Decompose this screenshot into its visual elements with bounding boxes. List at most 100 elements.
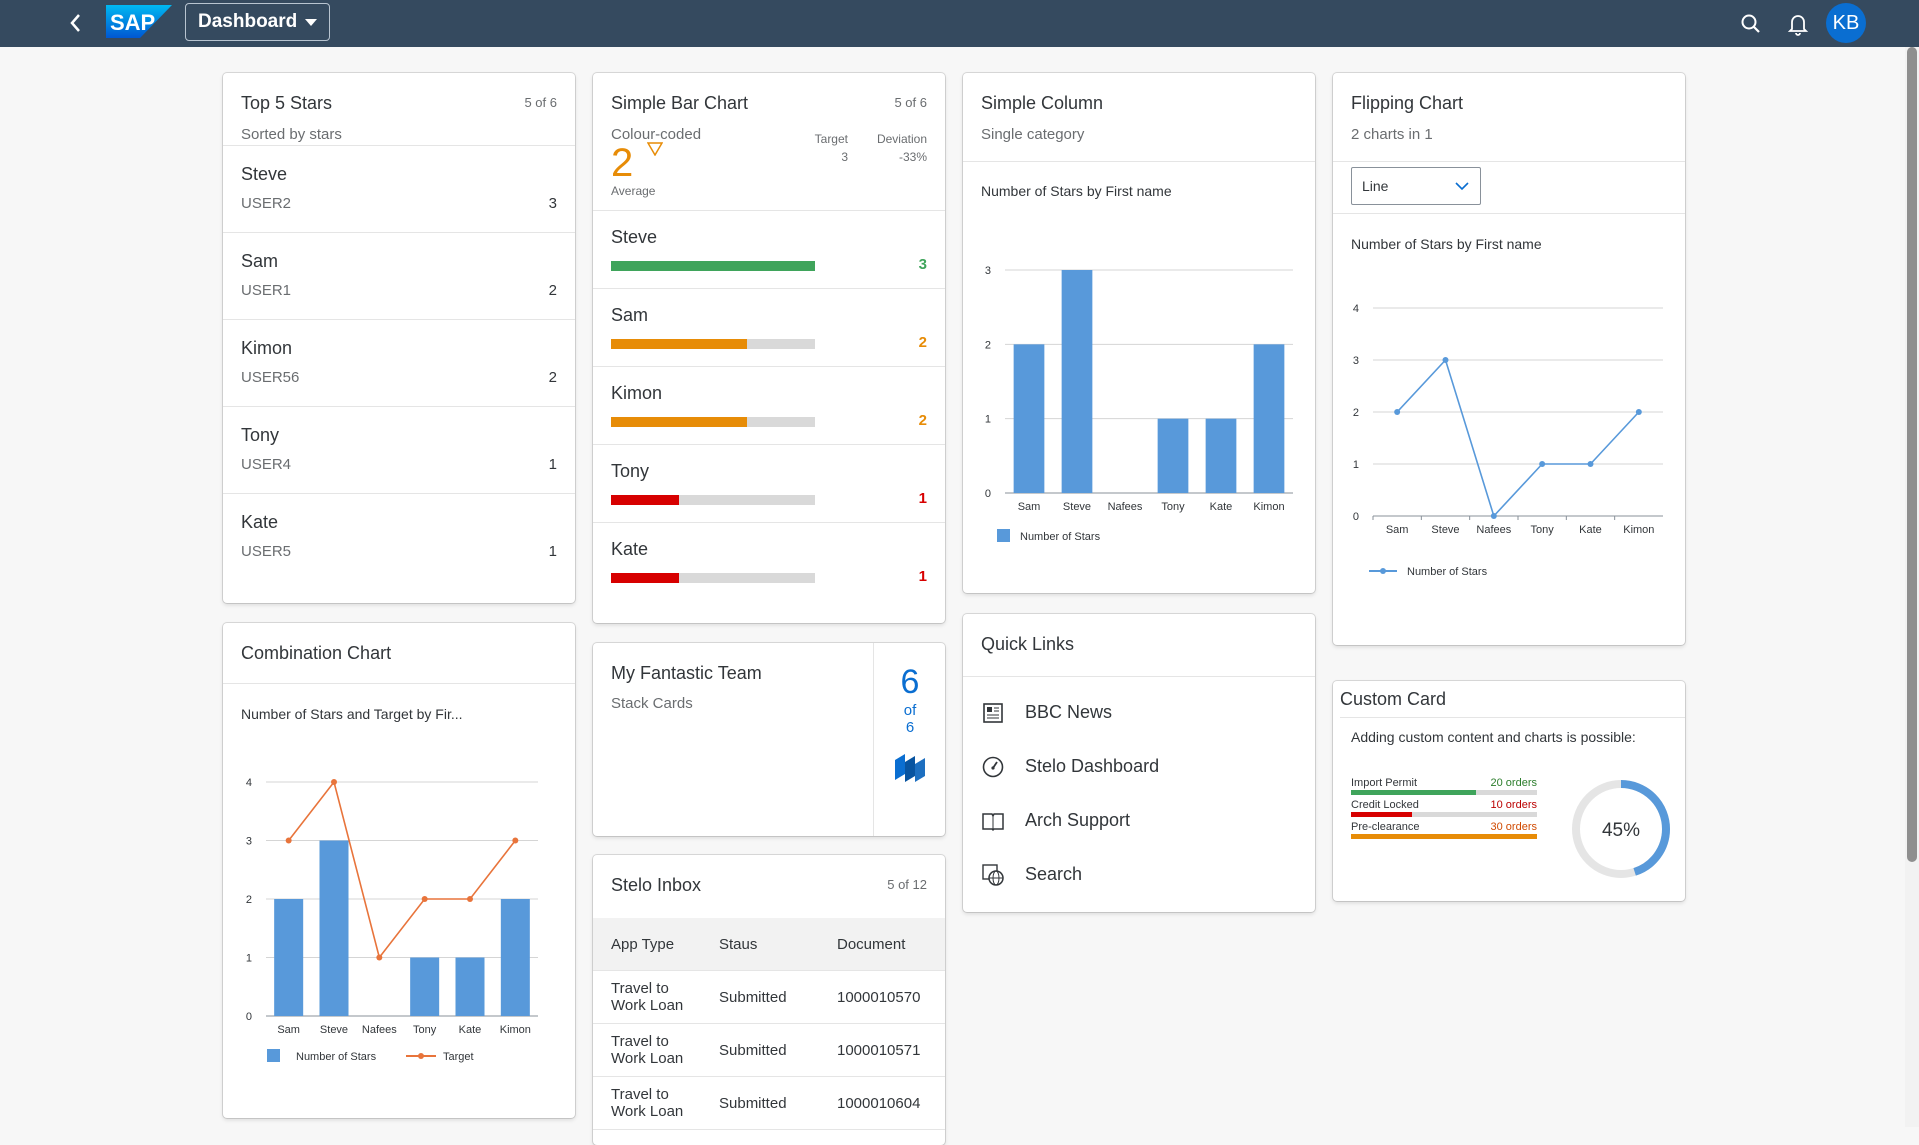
list-item[interactable]: Tony USER4 1 <box>223 407 575 494</box>
sap-logo[interactable]: SAP <box>106 5 172 38</box>
quick-link-arch-support[interactable]: Arch Support <box>963 795 1315 849</box>
custom-bar: Pre-clearance 30 orders <box>1351 821 1537 843</box>
data-point[interactable] <box>285 837 292 844</box>
app-title-dropdown[interactable]: Dashboard <box>185 3 331 41</box>
card-subtitle: Single category <box>981 126 1085 143</box>
card-title: Custom Card <box>1340 689 1685 718</box>
list-item-stars: 1 <box>548 456 557 473</box>
x-tick-label: Kate <box>459 1024 482 1036</box>
search-icon[interactable] <box>1738 11 1764 37</box>
y-tick-label: 4 <box>246 777 252 789</box>
bar[interactable] <box>1253 344 1285 493</box>
quick-link-search[interactable]: Search <box>963 849 1315 903</box>
donut-chart[interactable]: 45% <box>1569 777 1673 881</box>
card-stelo-inbox[interactable]: Stelo Inbox 5 of 12 App Type Staus Docum… <box>593 855 945 1145</box>
bar[interactable] <box>410 957 440 1017</box>
select-value: Line <box>1362 178 1389 194</box>
data-point[interactable] <box>376 954 383 961</box>
list-item[interactable]: Kate USER5 1 <box>223 494 575 581</box>
bar-track <box>611 573 815 583</box>
card-flipping-chart[interactable]: Flipping Chart 2 charts in 1 Line Number… <box>1333 73 1685 645</box>
card-quick-links[interactable]: Quick Links BBC News Stelo Dashboard Arc… <box>963 614 1315 912</box>
bell-icon[interactable] <box>1785 11 1811 37</box>
bar-value: 1 <box>918 568 927 585</box>
shell-bar: SAP Dashboard KB <box>0 0 1919 47</box>
globe-search-icon <box>982 864 1004 886</box>
list-item[interactable]: Steve USER2 3 <box>223 146 575 233</box>
bar[interactable] <box>1157 418 1189 493</box>
quick-link-stelo-dashboard[interactable]: Stelo Dashboard <box>963 741 1315 795</box>
bar-fill <box>611 261 815 271</box>
bar-row[interactable]: Sam 2 <box>593 289 945 367</box>
bar-row[interactable]: Tony 1 <box>593 445 945 523</box>
bar[interactable] <box>500 899 530 1016</box>
line-chart[interactable]: 0 1 2 3 4 Sam Steve Nafees Tony Kate Kimon Number o… <box>1333 256 1685 626</box>
table-cell-app-type: Travel to Work Loan <box>593 1023 701 1077</box>
card-top-5-stars[interactable]: Top 5 Stars Sorted by stars 5 of 6 Steve… <box>223 73 575 603</box>
card-custom[interactable]: Custom Card Adding custom content and ch… <box>1333 681 1685 901</box>
data-point[interactable] <box>331 779 337 785</box>
page-scrollbar[interactable] <box>1905 47 1919 1127</box>
table-row[interactable]: Travel to Work Loan Submitted 1000010571 <box>593 1023 945 1077</box>
data-point[interactable] <box>421 896 428 902</box>
table-row[interactable]: Travel to Work Loan Submitted 1000010604 <box>593 1076 945 1130</box>
list-item-name: Tony <box>241 425 280 445</box>
custom-bar-label: Credit Locked <box>1351 799 1419 811</box>
column-header[interactable]: Document <box>819 918 945 971</box>
x-tick-label: Nafees <box>1108 501 1143 513</box>
quick-link-bbc-news[interactable]: BBC News <box>963 687 1315 741</box>
back-icon[interactable] <box>64 10 88 36</box>
bar-row-name: Kate <box>611 539 649 559</box>
data-point[interactable] <box>1442 357 1449 363</box>
bar-row[interactable]: Steve 3 <box>593 211 945 289</box>
card-combination-chart[interactable]: Combination Chart Number of Stars and Ta… <box>223 623 575 1118</box>
bar-row[interactable]: Kate 1 <box>593 523 945 601</box>
stack-counter: 6 of 6 <box>873 643 945 836</box>
y-tick-label: 1 <box>246 953 252 965</box>
stack-cards-icon[interactable] <box>893 750 927 784</box>
bar[interactable] <box>319 840 349 1017</box>
card-simple-column[interactable]: Simple Column Single category Number of … <box>963 73 1315 593</box>
table-cell-status: Submitted <box>701 1023 819 1077</box>
bar[interactable] <box>455 957 485 1017</box>
quick-link-label: Arch Support <box>1025 810 1131 830</box>
column-header[interactable]: Staus <box>701 918 819 971</box>
target-value: 3 <box>841 150 848 164</box>
bar[interactable] <box>274 899 304 1016</box>
card-subtitle: Sorted by stars <box>241 126 342 143</box>
data-point[interactable] <box>1490 513 1497 519</box>
data-point[interactable] <box>467 896 473 902</box>
bar[interactable] <box>1013 344 1045 493</box>
y-tick-label: 2 <box>985 339 991 351</box>
data-point[interactable] <box>1539 461 1546 467</box>
bar[interactable] <box>1061 270 1093 493</box>
card-subtitle: Stack Cards <box>611 695 693 712</box>
avatar[interactable]: KB <box>1826 3 1866 43</box>
list-item-stars: 3 <box>548 195 557 212</box>
card-my-fantastic-team[interactable]: My Fantastic Team Stack Cards 6 of 6 <box>593 643 945 836</box>
app-title: Dashboard <box>198 11 298 32</box>
quick-link-label: Stelo Dashboard <box>1025 756 1160 776</box>
bar[interactable] <box>1205 418 1237 493</box>
scrollbar-thumb[interactable] <box>1907 47 1917 862</box>
list-item-name: Sam <box>241 251 279 271</box>
bar-row-name: Steve <box>611 227 658 247</box>
legend-label: Number of Stars <box>296 1051 377 1063</box>
custom-bar-value: 10 orders <box>1490 799 1537 811</box>
card-subtitle: Colour-coded <box>611 126 702 143</box>
combination-chart[interactable]: 0 1 2 3 4 Sam Steve Nafees Tony Kate Kimon Number o… <box>223 726 575 1106</box>
list-item[interactable]: Kimon USER56 2 <box>223 320 575 407</box>
table-row[interactable]: Travel to Work Loan Submitted 1000010570 <box>593 970 945 1024</box>
chart-type-select[interactable]: Line <box>1351 167 1481 205</box>
column-header[interactable]: App Type <box>593 918 701 971</box>
column-chart[interactable]: 0 1 2 3 Sam Steve Nafees Tony Kate Kimon Number of… <box>963 203 1315 573</box>
card-simple-bar-chart[interactable]: Simple Bar Chart Colour-coded 5 of 6 2 A… <box>593 73 945 623</box>
data-point[interactable] <box>1394 409 1401 415</box>
list-item-user: USER4 <box>241 456 292 473</box>
deviation-block: Deviation -33% <box>877 132 927 164</box>
data-point[interactable] <box>1587 461 1594 467</box>
bar-row[interactable]: Kimon 2 <box>593 367 945 445</box>
data-point[interactable] <box>1635 409 1642 415</box>
data-point[interactable] <box>512 837 519 844</box>
list-item[interactable]: Sam USER1 2 <box>223 233 575 320</box>
